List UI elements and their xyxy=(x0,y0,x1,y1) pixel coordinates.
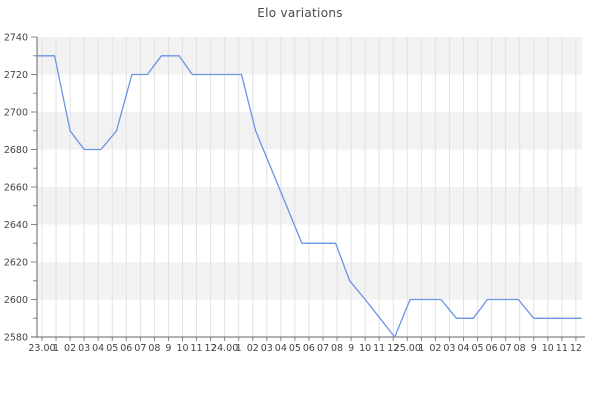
x-tick-label: 06 xyxy=(120,343,132,354)
x-tick-label: 05 xyxy=(472,343,484,354)
x-tick-label: 07 xyxy=(134,343,146,354)
y-tick-label: 2640 xyxy=(4,220,28,231)
y-tick-label: 2620 xyxy=(4,258,28,269)
x-tick-label: 12 xyxy=(205,343,217,354)
plot-band xyxy=(37,74,582,112)
x-tick-label: 9 xyxy=(531,343,537,354)
plot-band xyxy=(37,149,582,187)
x-tick-label: 08 xyxy=(514,343,526,354)
y-tick-label: 2600 xyxy=(4,295,28,306)
x-tick-label: 05 xyxy=(106,343,118,354)
plot-band xyxy=(37,187,582,225)
x-tick-label: 07 xyxy=(500,343,512,354)
x-tick-label: 11 xyxy=(373,343,385,354)
x-tick-label: 02 xyxy=(429,343,441,354)
x-tick-label: 23.00 xyxy=(28,343,55,354)
x-tick-label: 9 xyxy=(348,343,354,354)
x-tick-label: 11 xyxy=(556,343,568,354)
x-tick-label: 9 xyxy=(165,343,171,354)
x-tick-label: 07 xyxy=(317,343,329,354)
x-tick-label: 03 xyxy=(78,343,90,354)
x-tick-label: 12 xyxy=(387,343,399,354)
x-tick-label: 05 xyxy=(289,343,301,354)
plot-band xyxy=(37,262,582,300)
x-tick-label: 10 xyxy=(359,343,371,354)
y-tick-label: 2580 xyxy=(4,333,28,344)
x-tick-label: 10 xyxy=(542,343,554,354)
x-tick-label: 1 xyxy=(418,343,424,354)
y-tick-label: 2700 xyxy=(4,108,28,119)
x-tick-label: 04 xyxy=(275,343,287,354)
x-tick-label: 08 xyxy=(331,343,343,354)
x-tick-label: 1 xyxy=(236,343,242,354)
plot-band xyxy=(37,112,582,150)
x-tick-label: 25.00 xyxy=(394,343,421,354)
x-tick-label: 1 xyxy=(53,343,59,354)
y-tick-label: 2740 xyxy=(4,33,28,44)
x-tick-label: 02 xyxy=(247,343,259,354)
x-tick-label: 06 xyxy=(486,343,498,354)
elo-line xyxy=(36,55,582,338)
x-tick-label: 11 xyxy=(191,343,203,354)
y-tick-label: 2680 xyxy=(4,145,28,156)
chart-title: Elo variations xyxy=(257,6,343,20)
x-tick-label: 04 xyxy=(457,343,469,354)
x-tick-label: 02 xyxy=(64,343,76,354)
x-tick-label: 08 xyxy=(148,343,160,354)
x-tick-label: 03 xyxy=(443,343,455,354)
x-tick-label: 10 xyxy=(176,343,188,354)
x-tick-label: 24.00 xyxy=(211,343,238,354)
y-tick-label: 2660 xyxy=(4,183,28,194)
plot-band xyxy=(37,37,582,75)
x-tick-label: 12 xyxy=(570,343,582,354)
y-tick-label: 2720 xyxy=(4,70,28,81)
x-tick-label: 04 xyxy=(92,343,104,354)
x-tick-label: 06 xyxy=(303,343,315,354)
plot-band xyxy=(37,299,582,337)
x-tick-label: 03 xyxy=(261,343,273,354)
